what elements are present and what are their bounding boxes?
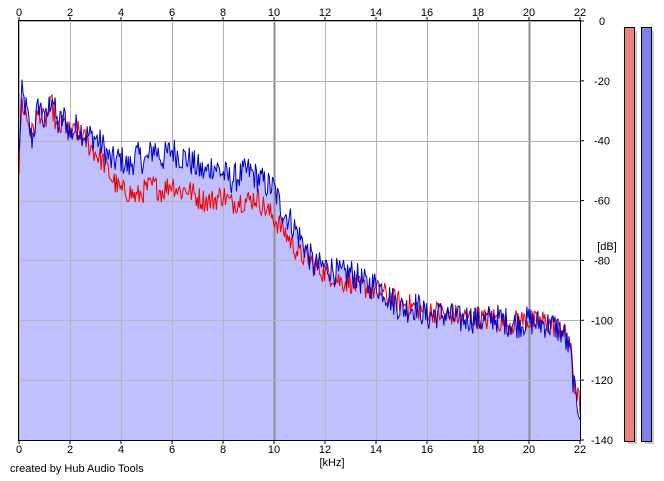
credit-text: created by Hub Audio Tools <box>10 463 144 475</box>
series-line-red <box>18 93 581 415</box>
x-tick-label-top: 6 <box>169 7 175 19</box>
x-tick-label-bottom: 22 <box>574 444 586 456</box>
x-tick-label-bottom: 8 <box>220 444 226 456</box>
x-tick-label-bottom: 4 <box>118 444 124 456</box>
x-tick-label-bottom: 6 <box>169 444 175 456</box>
x-tick-label-top: 10 <box>268 7 280 19</box>
x-tick-label-top: 4 <box>118 7 124 19</box>
x-tick-label-bottom: 20 <box>523 444 535 456</box>
right-channel-meter <box>641 27 652 442</box>
x-tick-label-top: 20 <box>523 7 535 19</box>
x-tick-label-top: 18 <box>472 7 484 19</box>
y-tick-label: -40 <box>594 136 610 148</box>
x-tick-label-top: 22 <box>574 7 586 19</box>
x-tick-label-bottom: 2 <box>67 444 73 456</box>
plot-frame <box>18 20 581 441</box>
x-tick-label-top: 2 <box>67 7 73 19</box>
y-tick-label: -100 <box>591 315 613 327</box>
x-tick-label-top: 16 <box>421 7 433 19</box>
x-tick-label-bottom: 16 <box>421 444 433 456</box>
x-tick-label-bottom: 12 <box>319 444 331 456</box>
y-tick-label: -60 <box>594 196 610 208</box>
left-channel-meter <box>624 27 635 442</box>
y-tick-label: -20 <box>594 76 610 88</box>
x-tick-label-bottom: 10 <box>268 444 280 456</box>
y-tick-label: -120 <box>591 375 613 387</box>
x-tick-label-top: 0 <box>16 7 22 19</box>
x-tick-label-top: 8 <box>220 7 226 19</box>
y-tick-label: -140 <box>591 435 613 447</box>
x-tick-label-bottom: 0 <box>16 444 22 456</box>
x-tick-label-bottom: 18 <box>472 444 484 456</box>
y-tick-label: 0 <box>599 16 605 28</box>
x-tick-label-top: 14 <box>370 7 382 19</box>
x-tick-label-bottom: 14 <box>370 444 382 456</box>
x-tick-label-top: 12 <box>319 7 331 19</box>
y-axis-label: [dB] <box>597 241 617 253</box>
spectrum-fill-area <box>19 79 580 440</box>
x-axis-label: [kHz] <box>319 457 344 469</box>
series-line-blue <box>18 79 581 420</box>
y-tick-label: -80 <box>594 255 610 267</box>
